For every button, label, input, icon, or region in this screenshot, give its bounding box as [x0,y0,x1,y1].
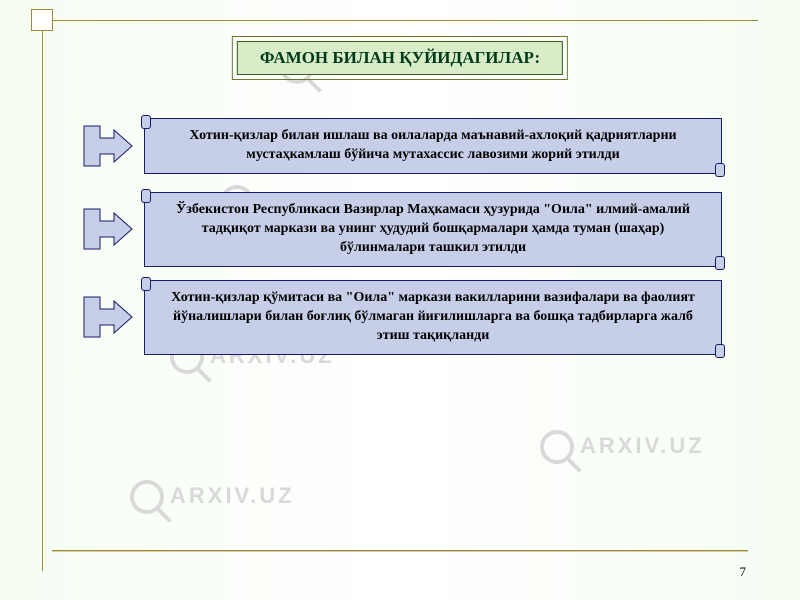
page-number: 7 [740,564,747,580]
scroll-cap-icon [715,344,725,358]
item-card: Хотин-қизлар қўмитаси ва "Оила" маркази … [144,280,722,355]
scroll-cap-icon [141,115,151,129]
scroll-cap-icon [715,163,725,177]
scroll-cap-icon [141,189,151,203]
arrow-icon [82,295,134,339]
arrow-icon [82,124,134,168]
item-text: Ўзбекистон Республикаси Вазирлар Маҳкама… [176,202,690,255]
scroll-cap-icon [715,256,725,270]
list-item: Хотин-қизлар қўмитаси ва "Оила" маркази … [82,280,722,355]
item-text: Хотин-қизлар қўмитаси ва "Оила" маркази … [171,290,695,343]
item-card: Хотин-қизлар билан ишлаш ва оилаларда ма… [144,118,722,174]
divider [52,550,748,552]
item-text: Хотин-қизлар билан ишлаш ва оилаларда ма… [189,128,676,162]
list-item: Хотин-қизлар билан ишлаш ва оилаларда ма… [82,118,722,174]
page-title: ФАМОН БИЛАН ҚУЙИДАГИЛАР: [237,41,563,75]
scroll-cap-icon [141,277,151,291]
item-card: Ўзбекистон Республикаси Вазирлар Маҳкама… [144,192,722,267]
title-container: ФАМОН БИЛАН ҚУЙИДАГИЛАР: [232,36,568,80]
arrow-icon [82,207,134,251]
list-item: Ўзбекистон Республикаси Вазирлар Маҳкама… [82,192,722,267]
